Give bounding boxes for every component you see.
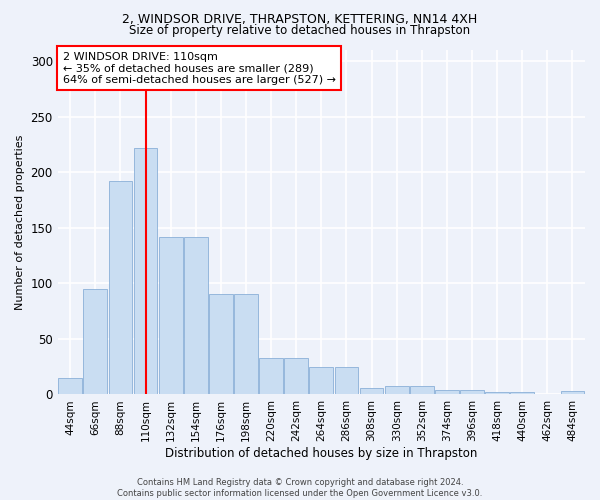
Bar [109,181,133,394]
Bar [335,366,358,394]
Bar [359,388,383,394]
Bar [83,289,107,395]
Text: 2, WINDSOR DRIVE, THRAPSTON, KETTERING, NN14 4XH: 2, WINDSOR DRIVE, THRAPSTON, KETTERING, … [122,12,478,26]
Text: 2 WINDSOR DRIVE: 110sqm
← 35% of detached houses are smaller (289)
64% of semi-d: 2 WINDSOR DRIVE: 110sqm ← 35% of detache… [63,52,336,85]
Bar [58,378,82,394]
Bar [460,390,484,394]
Bar [284,358,308,395]
Bar [310,366,333,394]
Bar [184,236,208,394]
Bar [485,392,509,394]
Bar [560,391,584,394]
Bar [134,148,157,394]
Y-axis label: Number of detached properties: Number of detached properties [15,134,25,310]
Bar [510,392,534,394]
Text: Contains HM Land Registry data © Crown copyright and database right 2024.
Contai: Contains HM Land Registry data © Crown c… [118,478,482,498]
Text: Size of property relative to detached houses in Thrapston: Size of property relative to detached ho… [130,24,470,37]
Bar [234,294,258,394]
Bar [209,294,233,394]
Bar [259,358,283,395]
Bar [385,386,409,394]
X-axis label: Distribution of detached houses by size in Thrapston: Distribution of detached houses by size … [165,447,478,460]
Bar [159,236,182,394]
Bar [435,390,459,394]
Bar [410,386,434,394]
